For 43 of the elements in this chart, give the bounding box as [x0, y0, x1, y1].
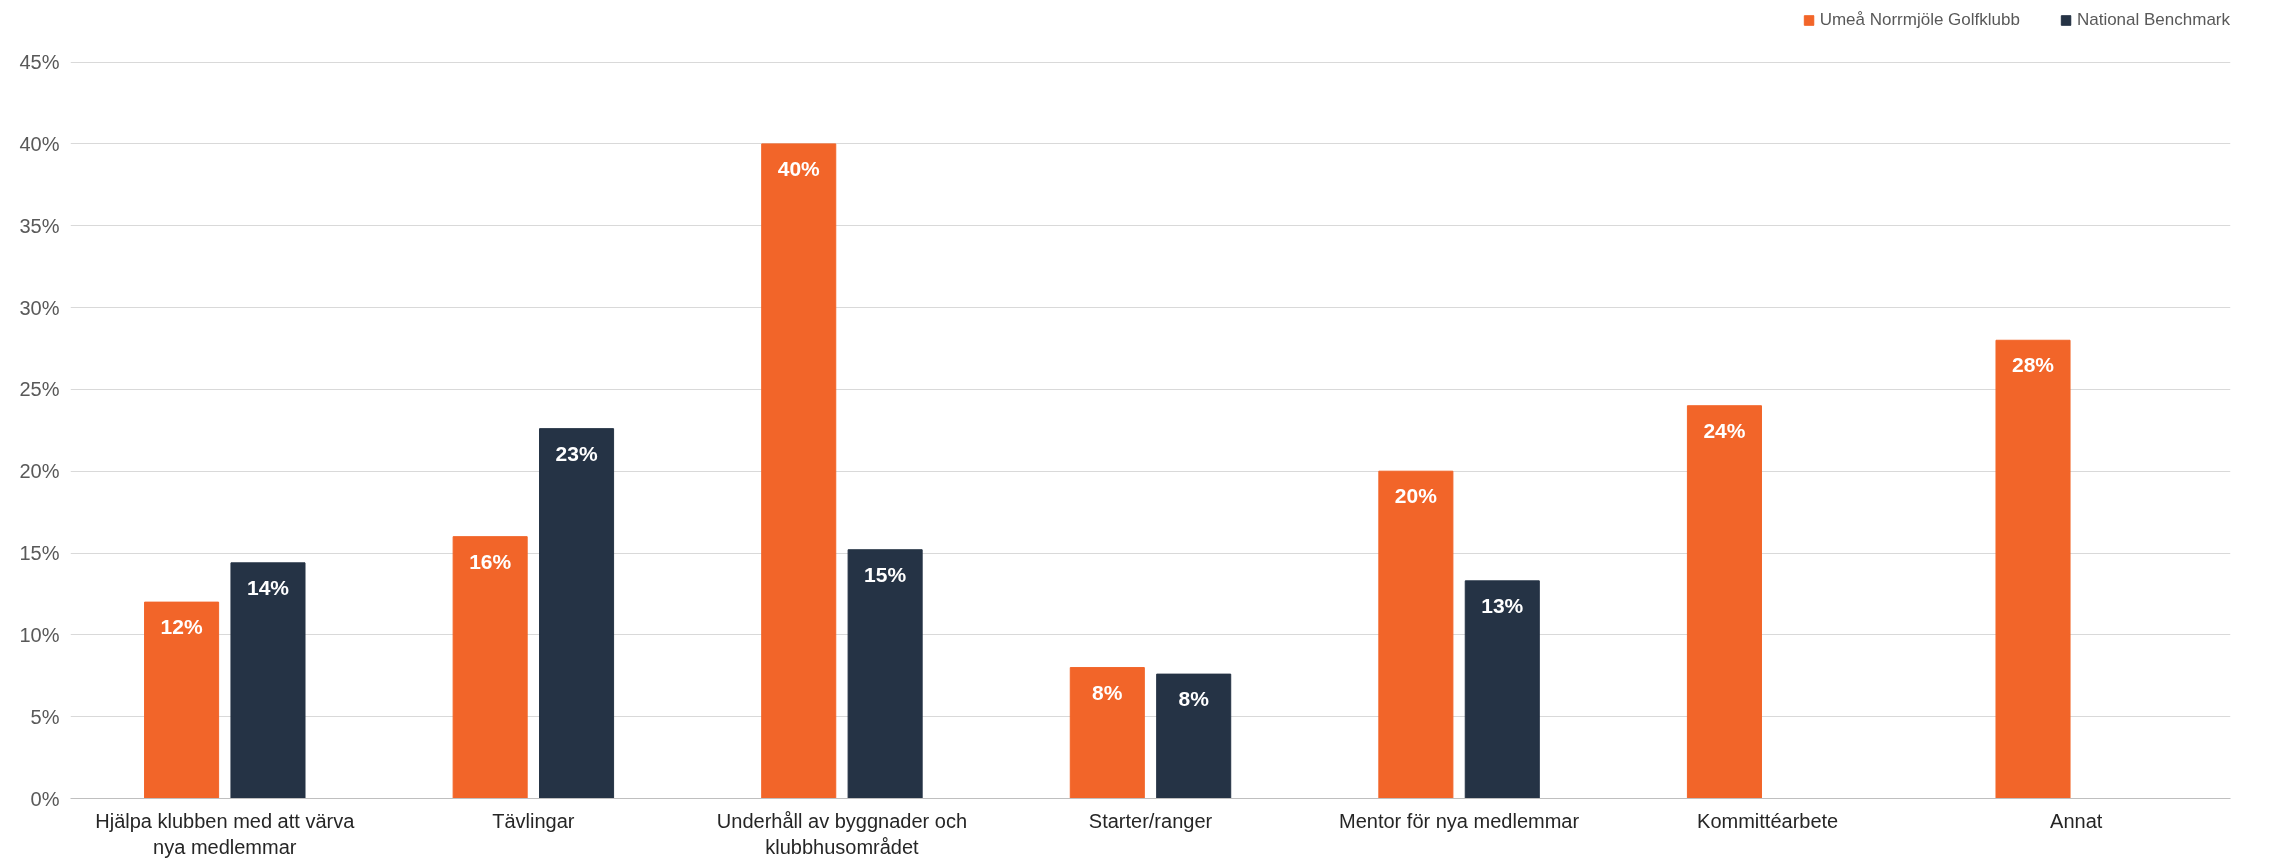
bar [539, 428, 615, 799]
y-tick-label: 15% [19, 542, 60, 565]
y-tick-label: 5% [30, 705, 60, 728]
x-tick-label: Hjälpa klubben med att värva nya medlemmar [95, 809, 356, 858]
bar [1378, 470, 1454, 799]
x-tick-label: Starter/ranger [1088, 809, 1213, 832]
data-label: 13% [1481, 593, 1524, 617]
x-tick-label: Mentor för nya medlemmar [1339, 809, 1580, 832]
bar [1069, 667, 1145, 799]
y-tick-label: 25% [19, 378, 60, 401]
x-tick-label: Underhåll av byggnader och klubbhusområdet [716, 809, 968, 858]
x-tick-label: Tävlingar [492, 809, 575, 832]
data-label: 15% [864, 562, 907, 586]
bar [1156, 673, 1232, 799]
x-tick-label: Annat [2050, 809, 2103, 832]
bar [452, 536, 528, 799]
y-tick-label: 30% [19, 296, 60, 319]
bar [847, 549, 923, 799]
bar [1995, 339, 2071, 799]
data-label: 23% [555, 441, 598, 465]
data-label: 8% [1178, 687, 1210, 711]
data-label: 14% [246, 575, 290, 599]
data-label: 24% [1703, 418, 1746, 442]
y-tick-label: 20% [19, 460, 60, 483]
data-label: 28% [2012, 353, 2055, 377]
data-label: 20% [1394, 484, 1438, 508]
bar [1686, 405, 1762, 799]
legend-label: Umeå Norrmjöle Golfklubb [1819, 10, 2020, 30]
bar [230, 562, 306, 799]
bar [144, 601, 220, 799]
data-label: 8% [1092, 680, 1123, 704]
y-tick-label: 40% [19, 132, 60, 155]
legend-label: National Benchmark [2076, 10, 2230, 30]
y-tick-label: 35% [19, 214, 60, 237]
data-label: 12% [160, 615, 203, 639]
y-tick-label: 45% [19, 51, 60, 74]
bar [1464, 580, 1540, 799]
data-label: 16% [469, 549, 512, 573]
bar [761, 143, 837, 799]
x-tick-label: Kommittéarbete [1697, 809, 1839, 832]
data-label: 40% [777, 156, 821, 180]
y-tick-label: 0% [30, 787, 60, 810]
y-tick-label: 10% [19, 623, 60, 646]
